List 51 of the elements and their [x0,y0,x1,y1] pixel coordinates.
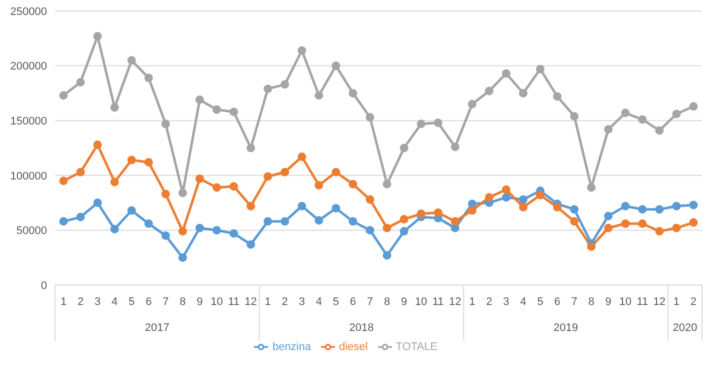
x-tick-label: 7 [162,296,169,308]
x-tick-label: 2 [77,296,84,308]
x-tick-label: 9 [605,296,612,308]
x-tick-label: 8 [588,296,594,308]
y-tick-label: 150000 [10,116,47,128]
y-tick-label: 50000 [16,225,47,238]
x-tick-label: 6 [146,296,152,308]
x-tick-label: 4 [112,296,118,308]
x-tick-label: 7 [571,296,578,308]
x-tick-label: 10 [210,296,223,308]
y-tick-label: 0 [40,280,47,292]
x-tick-label: 12 [448,296,462,308]
x-tick-label: 8 [384,296,390,308]
x-tick-label: 3 [298,296,305,308]
x-tick-label: 1 [60,296,67,308]
x-tick-label: 4 [520,296,526,308]
x-tick-label: 2 [282,296,288,308]
x-tick-label: 11 [432,296,444,308]
y-tick-label: 200000 [10,60,47,73]
legend-label: benzina [272,340,311,353]
text: 2019 [554,322,578,334]
x-tick-label: 6 [350,296,356,308]
x-tick-label: 5 [537,296,544,308]
x-tick-label: 4 [316,296,322,308]
x-tick-label: 3 [503,296,510,308]
x-tick-label: 9 [196,296,203,308]
x-tick-label: 3 [94,296,101,308]
x-tick-label: 11 [636,296,648,308]
text: 2017 [144,322,170,334]
x-tick-label: 5 [332,296,339,308]
text: 2018 [349,322,374,334]
legend-label: TOTALE [396,340,438,353]
legend-label: diesel [339,340,368,353]
x-tick-label: 7 [366,296,374,308]
text: 2020 [672,322,698,334]
x-tick-label: 10 [414,296,428,308]
x-tick-label: 2 [690,296,697,308]
x-tick-label: 10 [619,296,632,308]
x-tick-label: 1 [469,296,476,308]
x-tick-label: 6 [554,296,560,308]
x-tick-label: 8 [180,296,186,308]
y-tick-label: 250000 [10,6,47,18]
x-tick-label: 12 [653,296,666,308]
x-tick-label: 11 [228,296,240,308]
x-tick-label: 9 [400,296,408,308]
y-tick-label: 100000 [10,170,47,182]
x-tick-label: 5 [128,296,135,308]
x-tick-label: 12 [244,296,257,308]
x-tick-label: 1 [264,296,271,308]
x-tick-label: 2 [486,296,492,308]
x-tick-label: 1 [673,296,680,308]
